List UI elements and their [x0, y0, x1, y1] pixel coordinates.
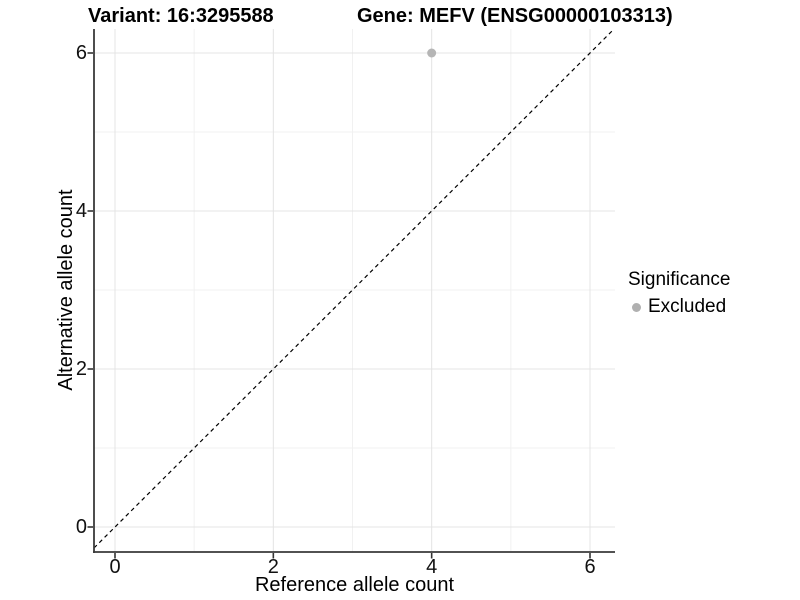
y-tick-label: 0 [75, 516, 87, 538]
x-axis-title: Reference allele count [254, 574, 454, 596]
plot-title-variant: Variant: 16:3295588 [88, 5, 274, 27]
y-axis-title: Alternative allele count [55, 189, 77, 391]
data-point [427, 48, 437, 58]
x-tick-label: 0 [109, 556, 121, 578]
y-tick-label: 2 [75, 358, 87, 380]
x-tick-label: 2 [267, 556, 279, 578]
legend-entry-excluded: Excluded [628, 295, 730, 319]
legend-title: Significance [628, 269, 731, 290]
legend-entry-label: Excluded [648, 296, 727, 317]
x-tick-label: 4 [426, 556, 438, 578]
y-tick-label: 4 [75, 200, 87, 222]
identity-reference-line [93, 28, 615, 549]
x-tick-label: 6 [584, 556, 596, 578]
plot-title-gene: Gene: MEFV (ENSG00000103313) [357, 5, 673, 27]
legend: Significance Excluded [628, 268, 730, 319]
legend-marker-circle-icon [632, 302, 641, 312]
y-tick-label: 6 [75, 42, 87, 64]
